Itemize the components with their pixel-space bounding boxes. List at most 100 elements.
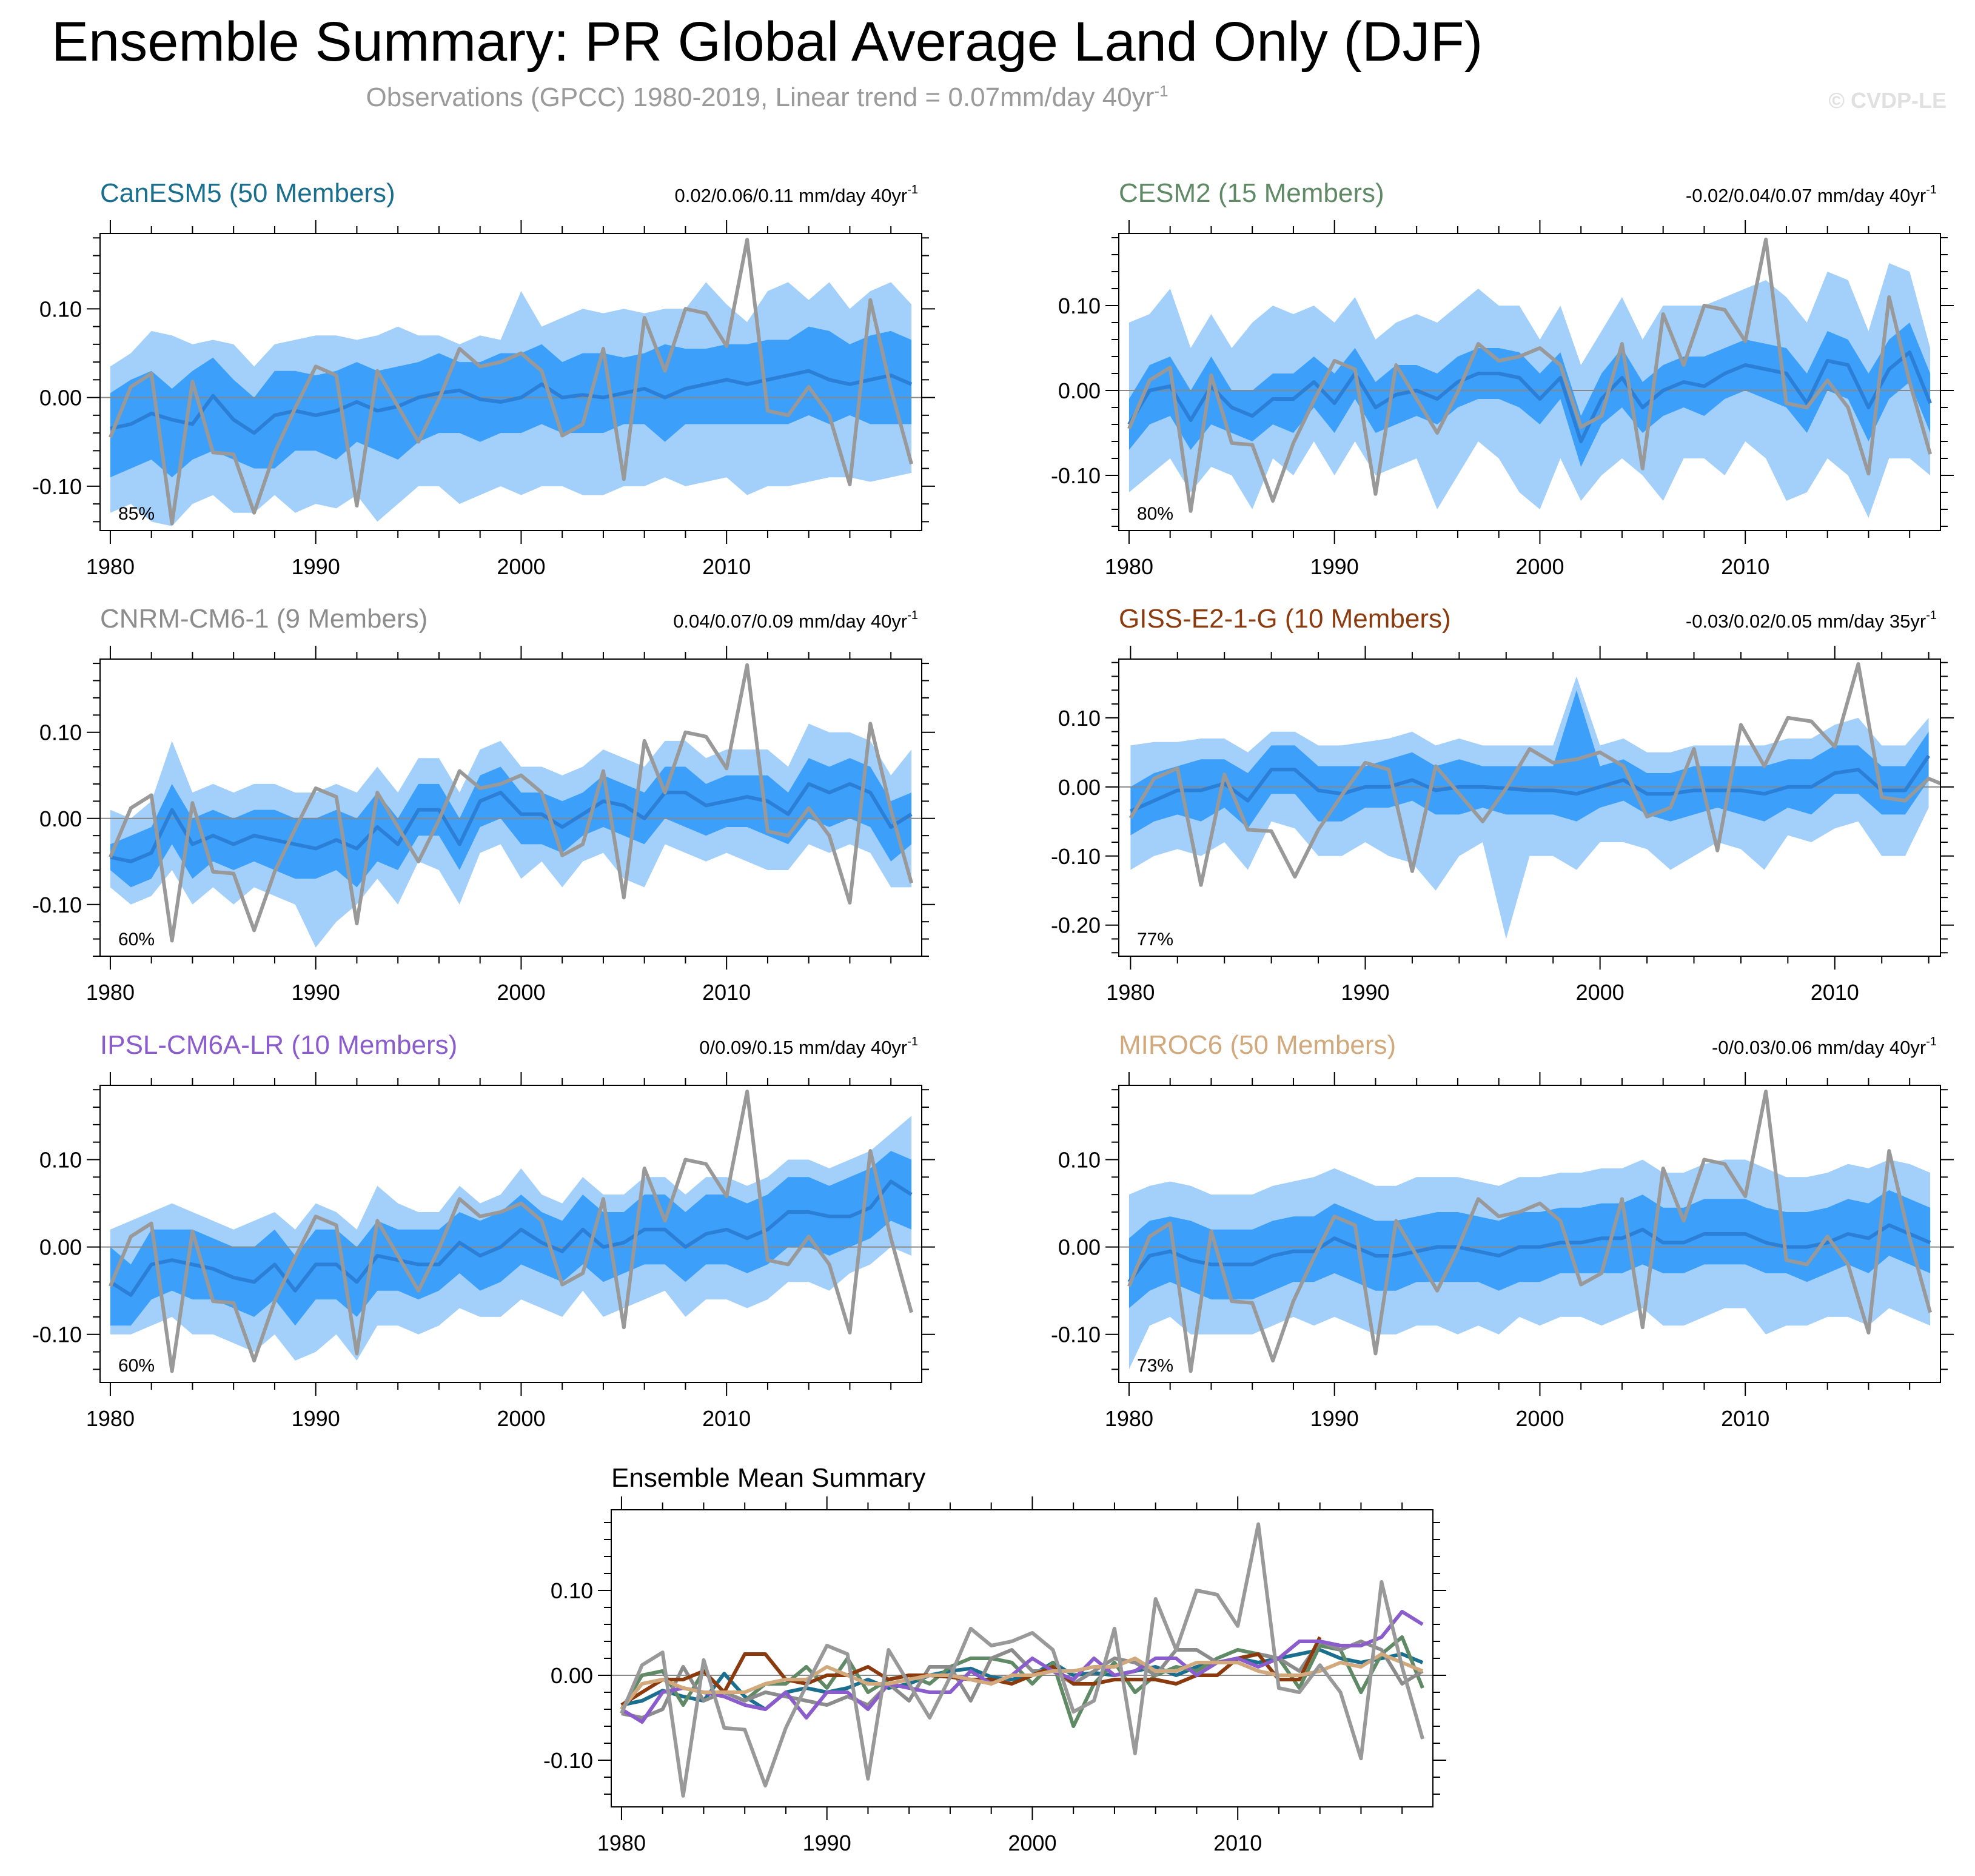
x-tick-label: 2000 <box>497 1406 545 1431</box>
band-10-90 <box>110 326 912 478</box>
y-tick-label: 0.00 <box>551 1663 593 1688</box>
plot-area <box>1119 1090 1940 1373</box>
x-tick-label: 1980 <box>86 1406 135 1431</box>
figure-subtitle-sup: -1 <box>1154 82 1168 100</box>
chart-panel-ensemble-mean-summary: 1980 1990 2000 2010 -0.10 0.00 0.10 Ensemble Me… <box>543 1463 1446 1855</box>
panels-group: 1980 1990 2000 2010 -0.10 0.00 0.10 CanESM5 (50… <box>32 178 1954 1855</box>
x-tick-label: 1980 <box>1105 554 1153 579</box>
y-tick-label: 0.10 <box>551 1578 593 1603</box>
y-tick-label: -0.10 <box>1051 463 1101 488</box>
x-tick-label: 2010 <box>702 980 751 1005</box>
x-tick-label: 2010 <box>1721 554 1769 579</box>
plot-frame <box>1118 1085 1941 1383</box>
panel-trend-text: 0.02/0.06/0.11 mm/day 40yr <box>675 185 908 206</box>
x-tick-label: 1980 <box>597 1831 646 1855</box>
panel-title: IPSL-CM6A-LR (10 Members) <box>100 1030 457 1060</box>
panel-percent-label: 80% <box>1137 504 1173 524</box>
summary-line-ipsl-cm6a-lr <box>620 1610 1424 1724</box>
panel-trend-sup: -1 <box>1926 183 1937 196</box>
panel-trend-text: -0.02/0.04/0.07 mm/day 40yr <box>1686 185 1926 206</box>
y-tick-label: 0.00 <box>1058 1235 1101 1260</box>
y-tick-label: -0.10 <box>32 1322 82 1347</box>
panel-trend: -0.03/0.02/0.05 mm/day 35yr-1 <box>1686 609 1937 632</box>
observations-line <box>109 663 913 943</box>
plot-frame <box>99 1085 922 1383</box>
y-tick-label: 0.00 <box>39 806 82 831</box>
y-tick-label: 0.10 <box>39 296 82 321</box>
panel-trend: 0.04/0.07/0.09 mm/day 40yr-1 <box>673 609 918 632</box>
panel-percent-label: 60% <box>118 930 155 950</box>
summary-line-observations <box>620 1522 1424 1798</box>
observations-line <box>109 1090 913 1373</box>
panel-trend: 0.02/0.06/0.11 mm/day 40yr-1 <box>675 183 919 206</box>
y-tick-label: -0.10 <box>543 1748 593 1773</box>
y-tick-label: 0.10 <box>1058 706 1101 731</box>
observations-line <box>1128 662 1940 887</box>
chart-panel-cesm2: 1980 1990 2000 2010 -0.10 0.00 0.10 CESM2 (15 M… <box>1051 178 1954 579</box>
panel-trend-text: -0.03/0.02/0.05 mm/day 35yr <box>1686 611 1926 632</box>
plot-area <box>100 238 922 526</box>
y-tick-label: -0.10 <box>1051 1322 1101 1347</box>
panel-percent-label: 85% <box>118 504 155 524</box>
x-tick-label: 1990 <box>292 1406 340 1431</box>
ensemble-mean-line <box>110 369 913 435</box>
x-tick-label: 1990 <box>1341 980 1389 1005</box>
plot-area <box>611 1522 1433 1798</box>
x-tick-label: 1990 <box>1310 554 1359 579</box>
panel-trend: 0/0.09/0.15 mm/day 40yr-1 <box>699 1035 918 1058</box>
panel-trend: -0.02/0.04/0.07 mm/day 40yr-1 <box>1686 183 1937 206</box>
x-tick-label: 1980 <box>86 554 135 579</box>
plot-area <box>100 1090 922 1373</box>
plot-frame <box>1118 658 1941 957</box>
ensemble-mean-line <box>1130 754 1931 813</box>
panel-trend-sup: -1 <box>1926 609 1937 622</box>
x-tick-label: 2010 <box>702 1406 751 1431</box>
y-tick-label: 0.00 <box>39 1235 82 1260</box>
observations-line <box>1127 237 1932 513</box>
x-tick-label: 1980 <box>1106 980 1155 1005</box>
summary-line-cesm2 <box>620 1635 1424 1728</box>
panel-trend-sup: -1 <box>907 609 918 622</box>
y-tick-label: 0.00 <box>1058 378 1101 403</box>
x-tick-label: 1990 <box>803 1831 851 1855</box>
y-tick-label: 0.10 <box>1058 1148 1101 1173</box>
band-10-90 <box>110 758 912 888</box>
panel-percent-label: 73% <box>1137 1356 1173 1376</box>
ensemble-mean-line <box>1127 1223 1931 1284</box>
figure-title: Ensemble Summary: PR Global Average Land… <box>52 11 1483 73</box>
figure-subtitle-text: Observations (GPCC) 1980-2019, Linear tr… <box>366 82 1155 112</box>
band-10-90 <box>1128 323 1931 467</box>
y-tick-label: 0.10 <box>1058 293 1101 318</box>
plot-area <box>1119 237 1940 518</box>
observations-line <box>1127 1090 1932 1373</box>
chart-panel-canesm5: 1980 1990 2000 2010 -0.10 0.00 0.10 CanESM5 (50… <box>32 178 935 579</box>
x-tick-label: 2010 <box>1721 1406 1769 1431</box>
y-tick-label: 0.10 <box>39 720 82 745</box>
y-tick-label: 0.00 <box>1058 775 1101 800</box>
panel-title: CanESM5 (50 Members) <box>100 178 395 208</box>
panel-title: CNRM-CM6-1 (9 Members) <box>100 604 428 634</box>
band-10-90 <box>1130 690 1929 836</box>
plot-area <box>100 663 922 948</box>
x-tick-label: 2000 <box>1008 1831 1056 1855</box>
panel-trend-text: 0/0.09/0.15 mm/day 40yr <box>699 1037 907 1058</box>
y-tick-label: 0.10 <box>39 1148 82 1173</box>
band-10-90 <box>1128 1190 1931 1308</box>
x-tick-label: 2000 <box>1576 980 1625 1005</box>
x-tick-label: 1990 <box>292 980 340 1005</box>
summary-title: Ensemble Mean Summary <box>611 1463 925 1493</box>
panel-trend-sup: -1 <box>907 1035 918 1048</box>
panel-trend-sup: -1 <box>1926 1035 1937 1048</box>
plot-area <box>1119 662 1940 939</box>
y-tick-label: 0.00 <box>39 386 82 410</box>
x-tick-label: 1990 <box>292 554 340 579</box>
plot-frame <box>99 658 922 957</box>
chart-panel-giss-e2-1-g: 1980 1990 2000 2010 -0.20 -0.10 0.00 0.10 GISS-E… <box>1051 604 1954 1005</box>
panel-trend-text: -0/0.03/0.06 mm/day 40yr <box>1712 1037 1926 1058</box>
observations-line <box>109 238 913 526</box>
panel-trend-text: 0.04/0.07/0.09 mm/day 40yr <box>673 611 907 632</box>
watermark: © CVDP-LE <box>1828 88 1946 113</box>
plot-frame <box>99 233 922 531</box>
summary-line-canesm5 <box>621 1648 1424 1711</box>
y-tick-label: -0.10 <box>1051 844 1101 869</box>
